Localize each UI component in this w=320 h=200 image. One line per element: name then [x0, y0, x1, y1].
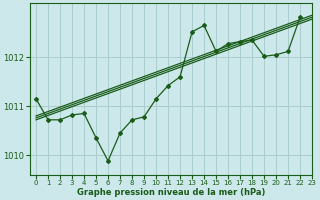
X-axis label: Graphe pression niveau de la mer (hPa): Graphe pression niveau de la mer (hPa)	[77, 188, 265, 197]
